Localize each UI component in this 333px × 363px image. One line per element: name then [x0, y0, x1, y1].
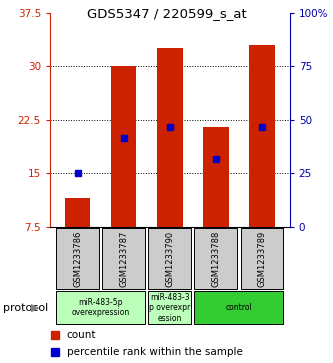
- Bar: [149, 291, 191, 324]
- Text: protocol: protocol: [3, 303, 49, 313]
- Text: percentile rank within the sample: percentile rank within the sample: [67, 347, 243, 357]
- Text: miR-483-5p
overexpression: miR-483-5p overexpression: [72, 298, 130, 317]
- Bar: [194, 291, 283, 324]
- Bar: [149, 228, 191, 289]
- Text: GSM1233787: GSM1233787: [119, 231, 128, 287]
- Text: GSM1233788: GSM1233788: [211, 231, 220, 287]
- Bar: [111, 66, 137, 227]
- Text: GDS5347 / 220599_s_at: GDS5347 / 220599_s_at: [87, 7, 246, 20]
- Bar: [249, 45, 275, 227]
- Text: count: count: [67, 330, 96, 339]
- Bar: [157, 48, 182, 227]
- Bar: [203, 127, 229, 227]
- Bar: [102, 228, 145, 289]
- Bar: [241, 228, 283, 289]
- Bar: [194, 228, 237, 289]
- Text: miR-483-3
p overexpr
ession: miR-483-3 p overexpr ession: [149, 293, 190, 323]
- Text: GSM1233786: GSM1233786: [73, 231, 82, 287]
- Bar: [56, 291, 145, 324]
- Text: GSM1233790: GSM1233790: [165, 231, 174, 287]
- Text: control: control: [226, 303, 252, 312]
- Bar: [65, 198, 90, 227]
- Text: ▶: ▶: [31, 303, 39, 313]
- Text: GSM1233789: GSM1233789: [257, 231, 266, 287]
- Bar: [56, 228, 99, 289]
